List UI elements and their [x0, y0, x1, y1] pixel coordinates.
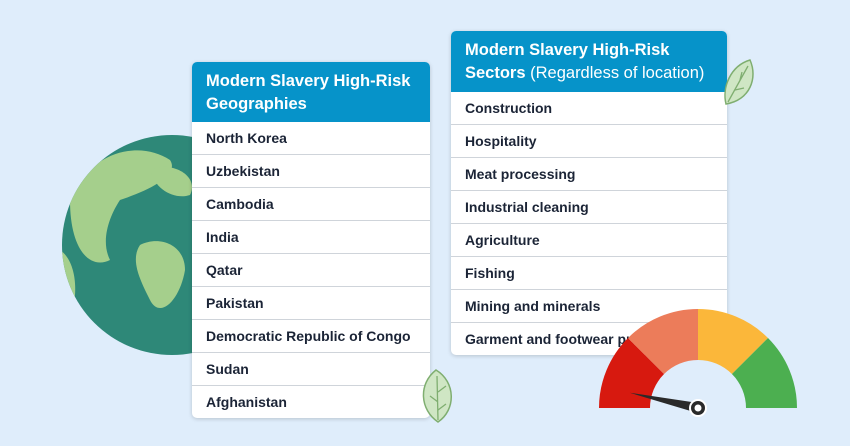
gauge-segment [627, 309, 698, 375]
gauge-segment [731, 337, 797, 408]
risk-gauge [599, 309, 797, 417]
list-item: Fishing [451, 256, 727, 289]
list-item: Qatar [192, 253, 430, 286]
list-item: Cambodia [192, 187, 430, 220]
geographies-table: Modern Slavery High-Risk Geographies Nor… [192, 62, 430, 418]
list-item: Sudan [192, 352, 430, 385]
gauge-pivot [694, 404, 702, 412]
list-item: Democratic Republic of Congo [192, 319, 430, 352]
list-item: Mining and minerals [451, 289, 727, 322]
list-item: Pakistan [192, 286, 430, 319]
list-item: Industrial cleaning [451, 190, 727, 223]
list-item: Construction [465, 100, 553, 116]
sectors-title: Modern Slavery High-Risk Sectors (Regard… [451, 31, 727, 92]
leaf-icon [422, 369, 452, 423]
list-item: Uzbekistan [192, 154, 430, 187]
gauge-needle [629, 392, 700, 413]
list-item: Meat processing [451, 157, 727, 190]
gauge-segment [698, 309, 769, 375]
list-item: India [192, 220, 430, 253]
list-item: Agriculture [451, 223, 727, 256]
list-item: North Korea [206, 130, 287, 146]
list-item: Afghanistan [192, 385, 430, 418]
gauge-segment [599, 337, 665, 408]
list-item: Hospitality [451, 124, 727, 157]
geographies-title: Modern Slavery High-Risk Geographies [192, 62, 430, 122]
sectors-table: Modern Slavery High-Risk Sectors (Regard… [451, 31, 727, 355]
sectors-title-note: (Regardless of location) [530, 64, 705, 82]
leaf-icon [724, 59, 754, 105]
